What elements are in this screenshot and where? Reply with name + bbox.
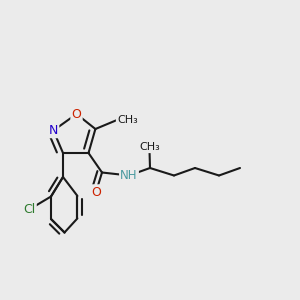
Text: CH₃: CH₃ (139, 142, 160, 152)
Text: O: O (72, 107, 81, 121)
Text: Cl: Cl (23, 203, 35, 216)
Text: N: N (49, 124, 58, 137)
Text: CH₃: CH₃ (117, 115, 138, 125)
Text: O: O (91, 185, 101, 199)
Text: NH: NH (120, 169, 138, 182)
